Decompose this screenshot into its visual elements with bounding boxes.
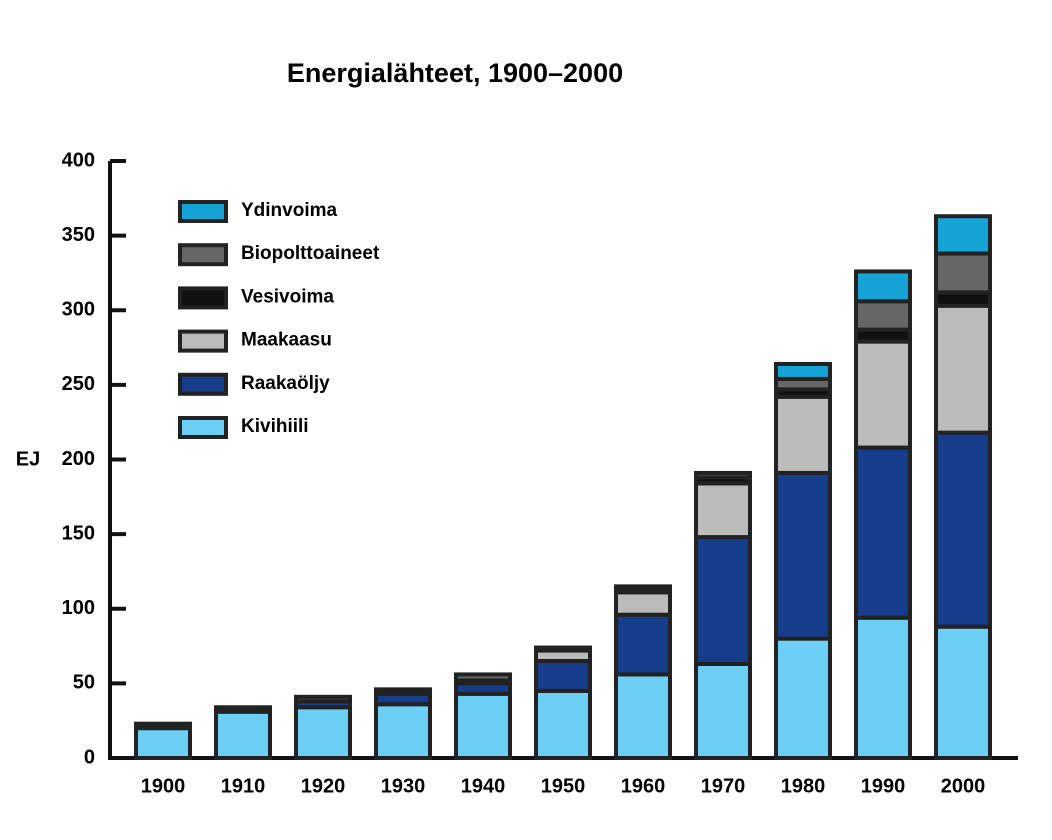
bar-segment xyxy=(294,694,352,704)
y-tick-label: 100 xyxy=(62,597,95,619)
bar-segment xyxy=(134,721,192,729)
chart-title: Energialähteet, 1900–2000 xyxy=(287,58,623,88)
bar-segment xyxy=(214,705,272,713)
bar-segment xyxy=(774,394,832,475)
bar-segment xyxy=(854,269,912,304)
legend-label: Kivihiili xyxy=(241,416,309,437)
legend-swatch xyxy=(178,243,228,267)
bar-segment xyxy=(614,584,672,592)
y-tick-label: 0 xyxy=(84,746,95,768)
x-tick-label: 1960 xyxy=(621,775,666,797)
legend-label: Maakaasu xyxy=(241,330,332,351)
x-tick-label: 1920 xyxy=(301,775,346,797)
bar-segment xyxy=(934,303,992,435)
y-tick-label: 50 xyxy=(73,672,95,694)
bar-segment xyxy=(694,661,752,760)
x-tick-label: 1950 xyxy=(541,775,586,797)
bar-segment xyxy=(774,361,832,381)
y-axis-label: EJ xyxy=(16,448,40,470)
legend-label: Biopolttoaineet xyxy=(241,243,380,264)
y-tick-label: 150 xyxy=(62,522,95,544)
bar-segment xyxy=(934,624,992,760)
y-tick-label: 250 xyxy=(62,373,95,395)
bar-segment xyxy=(294,705,352,761)
bar-segment xyxy=(854,615,912,761)
bar-segment xyxy=(934,290,992,308)
bar-segment xyxy=(934,430,992,629)
x-tick-label: 1930 xyxy=(381,775,426,797)
bar-segment xyxy=(694,481,752,540)
bar-segment xyxy=(614,612,672,677)
legend-swatch xyxy=(178,416,228,439)
y-tick-label: 350 xyxy=(62,224,95,246)
x-tick-label: 1970 xyxy=(701,775,746,797)
legend-swatch xyxy=(178,329,228,353)
bar-segment xyxy=(854,299,912,332)
x-tick-label: 1900 xyxy=(141,775,186,797)
bar-segment xyxy=(534,688,592,761)
legend-label: Vesivoima xyxy=(241,286,334,307)
y-tick-label: 400 xyxy=(62,149,95,171)
x-tick-label: 1940 xyxy=(461,775,506,797)
y-tick-label: 300 xyxy=(62,299,95,321)
bar-segment xyxy=(694,535,752,666)
bar-segment xyxy=(774,636,832,760)
bar-segment xyxy=(374,702,432,761)
legend-swatch xyxy=(178,372,228,396)
bar-segment xyxy=(454,691,512,761)
bar-segment xyxy=(694,470,752,480)
bar-segment xyxy=(534,645,592,652)
bar-segment xyxy=(854,339,912,450)
y-tick-label: 200 xyxy=(62,448,95,470)
bar-segment xyxy=(134,726,192,761)
bar-segment xyxy=(854,445,912,620)
legend-swatch xyxy=(178,286,228,310)
bar-segment xyxy=(454,672,512,683)
legend-label: Raakaöljy xyxy=(241,373,330,394)
bar-segment xyxy=(934,214,992,256)
bar-segment xyxy=(614,672,672,760)
bar-segment xyxy=(214,709,272,760)
bar-segment xyxy=(774,470,832,641)
bar-segment xyxy=(534,658,592,693)
x-tick-label: 1910 xyxy=(221,775,266,797)
bar-segment xyxy=(374,687,432,695)
legend-label: Ydinvoima xyxy=(241,200,338,221)
legend-swatch xyxy=(178,200,228,223)
x-tick-label: 1980 xyxy=(781,775,826,797)
bar-segment xyxy=(614,590,672,617)
bar-segment xyxy=(934,251,992,295)
x-tick-label: 2000 xyxy=(941,775,986,797)
x-tick-label: 1990 xyxy=(861,775,906,797)
